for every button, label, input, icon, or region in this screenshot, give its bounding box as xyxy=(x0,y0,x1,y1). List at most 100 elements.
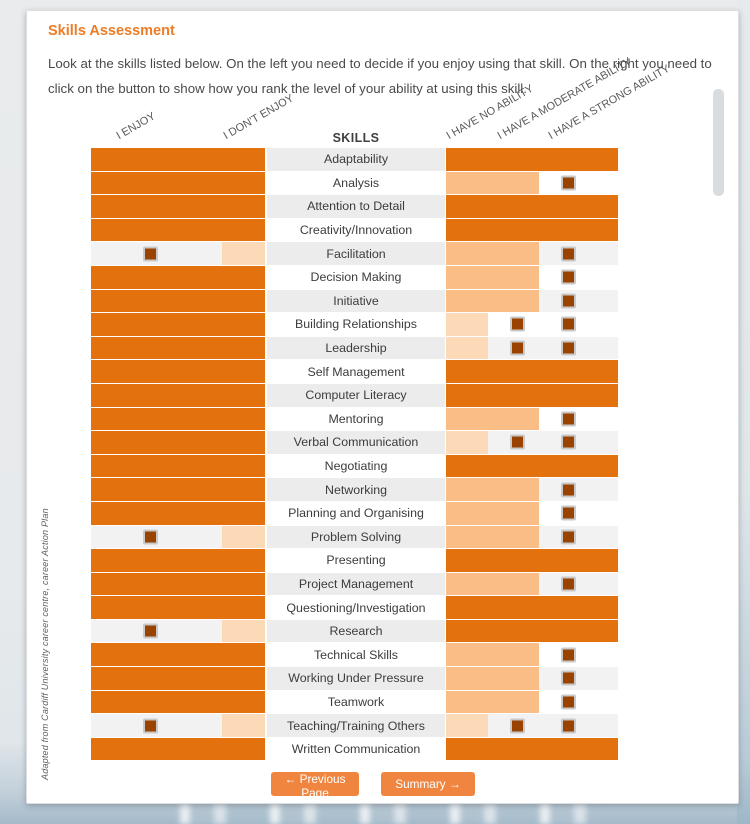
enjoy-selected-bar[interactable] xyxy=(91,265,265,289)
enjoy-selected-bar[interactable] xyxy=(91,478,265,501)
enjoy-selected-bar[interactable] xyxy=(91,690,265,714)
ability-radio-button-strong[interactable] xyxy=(561,647,576,663)
enjoy-selected-bar[interactable] xyxy=(91,737,265,761)
enjoy-selected-bar[interactable] xyxy=(91,171,265,195)
enjoy-selected-bar[interactable] xyxy=(91,407,265,431)
enjoy-region xyxy=(91,289,265,313)
ability-selected-bar[interactable] xyxy=(446,643,539,667)
skill-label: Teaching/Training Others xyxy=(287,718,425,733)
ability-radio-button-strong[interactable] xyxy=(561,694,576,710)
ability-selected-bar[interactable] xyxy=(446,454,618,478)
skill-cell: Leadership xyxy=(267,336,445,360)
ability-selected-bar[interactable] xyxy=(446,265,539,289)
enjoy-selected-bar[interactable] xyxy=(91,313,265,336)
ability-radio-button-strong[interactable] xyxy=(561,293,576,309)
ability-radio-button-strong[interactable] xyxy=(561,269,576,285)
enjoy-selected-bar[interactable] xyxy=(91,643,265,667)
ability-radio-button-strong[interactable] xyxy=(561,246,576,262)
ability-radio-button-strong[interactable] xyxy=(561,505,576,521)
previous-page-button[interactable]: ← Previous Page xyxy=(271,772,359,800)
table-row: Problem Solving xyxy=(27,525,738,549)
ability-selected-bar[interactable] xyxy=(446,572,539,596)
table-row: Adaptability xyxy=(27,148,738,171)
enjoy-selected-bar[interactable] xyxy=(91,218,265,242)
ability-selected-bar[interactable] xyxy=(446,242,539,265)
enjoy-selected-bar[interactable] xyxy=(91,360,265,383)
ability-selected-bar[interactable] xyxy=(446,407,539,431)
enjoy-selected-bar[interactable] xyxy=(91,289,265,313)
ability-selected-bar[interactable] xyxy=(446,667,539,690)
ability-radio-button-strong[interactable] xyxy=(561,576,576,592)
skill-cell: Presenting xyxy=(267,549,445,572)
ability-region xyxy=(446,714,618,737)
ability-selected-bar[interactable] xyxy=(446,148,618,171)
table-row: Creativity/Innovation xyxy=(27,218,738,242)
ability-radio-button-strong[interactable] xyxy=(561,718,576,734)
enjoy-radio-button[interactable] xyxy=(143,623,158,639)
ability-region xyxy=(446,218,618,242)
scrollbar-thumb[interactable] xyxy=(713,89,724,196)
ability-selected-bar[interactable] xyxy=(446,549,618,572)
ability-selected-bar[interactable] xyxy=(446,383,618,407)
ability-radio-button-moderate[interactable] xyxy=(510,340,525,356)
ability-radio-button-moderate[interactable] xyxy=(510,434,525,450)
ability-selected-bar[interactable] xyxy=(446,195,618,218)
table-row: Networking xyxy=(27,478,738,501)
ability-selected-bar[interactable] xyxy=(446,525,539,549)
table-row: Analysis xyxy=(27,171,738,195)
table-row: Questioning/Investigation xyxy=(27,596,738,619)
ability-radio-button-strong[interactable] xyxy=(561,411,576,427)
ability-radio-button-strong[interactable] xyxy=(561,434,576,450)
dont-enjoy-selected-bar[interactable] xyxy=(222,619,265,643)
enjoy-selected-bar[interactable] xyxy=(91,148,265,171)
ability-selected-bar[interactable] xyxy=(446,336,488,360)
ability-selected-bar[interactable] xyxy=(446,714,488,737)
ability-selected-bar[interactable] xyxy=(446,478,539,501)
skill-label: Verbal Communication xyxy=(293,435,419,450)
enjoy-selected-bar[interactable] xyxy=(91,195,265,218)
ability-selected-bar[interactable] xyxy=(446,501,539,525)
ability-radio-button-strong[interactable] xyxy=(561,175,576,191)
summary-button[interactable]: Summary → xyxy=(381,772,475,796)
dont-enjoy-selected-bar[interactable] xyxy=(222,242,265,265)
enjoy-selected-bar[interactable] xyxy=(91,667,265,690)
enjoy-selected-bar[interactable] xyxy=(91,501,265,525)
ability-selected-bar[interactable] xyxy=(446,360,618,383)
enjoy-selected-bar[interactable] xyxy=(91,431,265,454)
ability-radio-button-strong[interactable] xyxy=(561,529,576,545)
ability-selected-bar[interactable] xyxy=(446,619,618,643)
ability-selected-bar[interactable] xyxy=(446,431,488,454)
ability-selected-bar[interactable] xyxy=(446,218,618,242)
enjoy-selected-bar[interactable] xyxy=(91,336,265,360)
ability-radio-button-strong[interactable] xyxy=(561,482,576,498)
ability-selected-bar[interactable] xyxy=(446,313,488,336)
ability-selected-bar[interactable] xyxy=(446,289,539,313)
enjoy-selected-bar[interactable] xyxy=(91,549,265,572)
ability-radio-button-moderate[interactable] xyxy=(510,316,525,332)
enjoy-selected-bar[interactable] xyxy=(91,572,265,596)
ability-selected-bar[interactable] xyxy=(446,171,539,195)
enjoy-radio-button[interactable] xyxy=(143,246,158,262)
instructions-text: Look at the skills listed below. On the … xyxy=(48,52,724,101)
ability-radio-button-moderate[interactable] xyxy=(510,718,525,734)
enjoy-selected-bar[interactable] xyxy=(91,383,265,407)
enjoy-region xyxy=(91,242,265,265)
skill-cell: Problem Solving xyxy=(267,525,445,549)
enjoy-region xyxy=(91,336,265,360)
ability-selected-bar[interactable] xyxy=(446,596,618,619)
enjoy-radio-button[interactable] xyxy=(143,529,158,545)
dont-enjoy-selected-bar[interactable] xyxy=(222,714,265,737)
dont-enjoy-selected-bar[interactable] xyxy=(222,525,265,549)
enjoy-selected-bar[interactable] xyxy=(91,596,265,619)
table-row: Planning and Organising xyxy=(27,501,738,525)
ability-radio-button-strong[interactable] xyxy=(561,670,576,686)
ability-selected-bar[interactable] xyxy=(446,737,618,761)
table-row: Leadership xyxy=(27,336,738,360)
ability-selected-bar[interactable] xyxy=(446,690,539,714)
enjoy-selected-bar[interactable] xyxy=(91,454,265,478)
ability-radio-button-strong[interactable] xyxy=(561,340,576,356)
enjoy-radio-button[interactable] xyxy=(143,718,158,734)
enjoy-region xyxy=(91,265,265,289)
ability-region xyxy=(446,195,618,218)
ability-radio-button-strong[interactable] xyxy=(561,316,576,332)
